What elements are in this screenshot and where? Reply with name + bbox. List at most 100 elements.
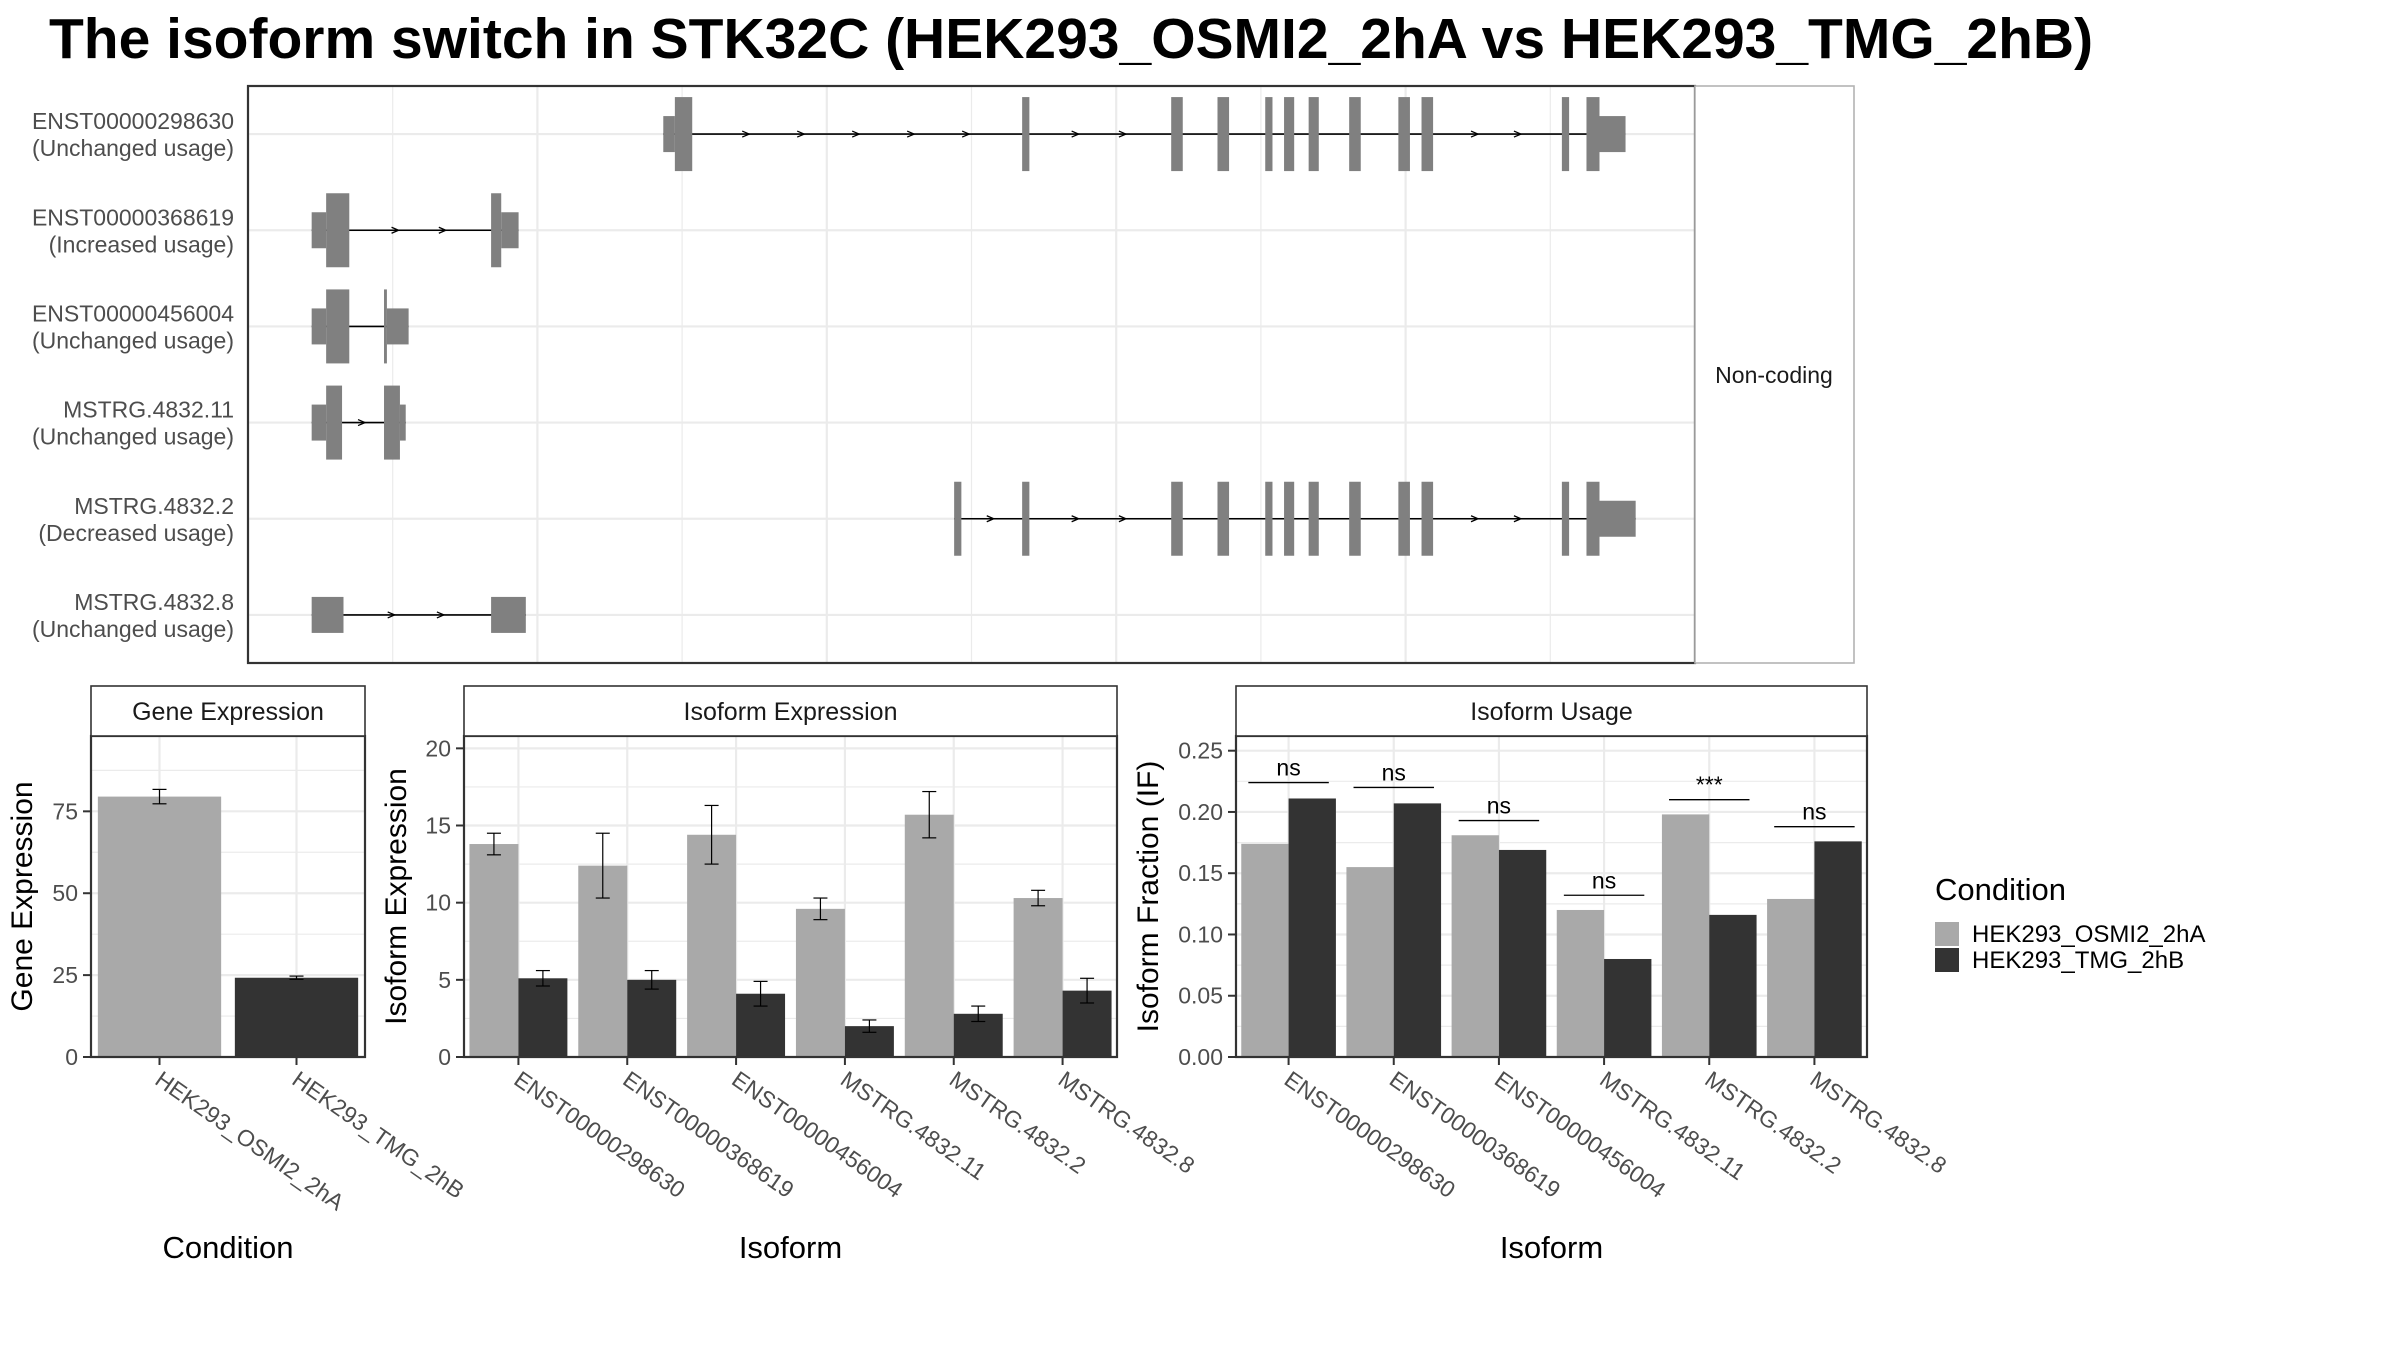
facet-strip (1694, 85, 1855, 664)
transcript-status-label: (Unchanged usage) (32, 424, 234, 450)
exon-cds (491, 193, 502, 268)
transcript-status-label: (Increased usage) (49, 231, 234, 257)
exon-cds (1421, 97, 1434, 172)
intron-arrow (1470, 130, 1480, 138)
intron-arrow (851, 130, 861, 138)
bar (1556, 909, 1605, 1057)
intron-arrow (741, 130, 751, 138)
bar (97, 796, 222, 1057)
bar (1498, 849, 1547, 1057)
isoform-expression-panel: 05101520ENST00000298630ENST00000368619EN… (380, 685, 1200, 1265)
exon-utr (501, 212, 519, 249)
bar (1451, 835, 1499, 1057)
panel-title: Isoform Expression (684, 698, 898, 726)
exon-cds (1022, 97, 1030, 172)
transcript-id-label: MSTRG.4832.11 (63, 397, 234, 423)
legend-key (1935, 922, 1959, 946)
bar (1393, 803, 1442, 1057)
exon-cds (1284, 97, 1295, 172)
plot-area (464, 736, 1117, 1057)
bar (904, 814, 954, 1057)
exon-cds (326, 289, 350, 364)
x-tick-label: ENST00000368619 (1385, 1066, 1565, 1203)
intron-arrow (1470, 515, 1480, 523)
facet-strip-label: Non-coding (1715, 362, 1833, 388)
exon-cds (1217, 97, 1230, 172)
y-tick-label: 75 (52, 798, 78, 824)
intron-arrow (1118, 515, 1128, 523)
bar (1241, 843, 1289, 1057)
exon-cds (1561, 97, 1570, 172)
y-tick-label: 5 (438, 967, 451, 993)
intron-arrow (986, 515, 996, 523)
exon-utr (311, 596, 344, 633)
bar (1814, 841, 1862, 1057)
y-tick-label: 0.10 (1178, 921, 1223, 947)
significance-label: ns (1487, 793, 1511, 819)
intron-arrow (1071, 130, 1081, 138)
exon-cds (326, 385, 343, 460)
bar (1661, 814, 1710, 1057)
panel-title: Isoform Usage (1470, 698, 1633, 726)
exon-cds (326, 193, 350, 268)
exon-cds (1265, 97, 1273, 172)
transcript-id-label: ENST00000456004 (32, 300, 234, 326)
intron-arrow (961, 130, 971, 138)
intron-arrow (357, 418, 367, 427)
transcript-id-label: ENST00000368619 (32, 204, 234, 230)
panel-strip (90, 685, 366, 737)
y-tick-label: 10 (425, 890, 451, 916)
transcript-id-label: MSTRG.4832.8 (74, 589, 234, 615)
bar (1604, 958, 1652, 1057)
intron-arrow (1513, 130, 1523, 138)
exon-utr (311, 404, 327, 441)
legend-title: Condition (1935, 872, 2066, 907)
transcript-structure-panel: ENST00000298630(Unchanged usage)ENST0000… (32, 84, 1855, 665)
plot-area (1236, 736, 1867, 1057)
y-tick-label: 20 (425, 735, 451, 761)
y-tick-label: 25 (52, 962, 78, 988)
legend-item-label: HEK293_OSMI2_2hA (1972, 921, 2205, 948)
exon-cds (1171, 97, 1183, 172)
intron-arrow (438, 226, 448, 234)
exon-cds (1171, 481, 1183, 556)
exon-utr (491, 596, 526, 633)
bar (1288, 798, 1336, 1057)
exon-utr (399, 404, 406, 441)
exon-cds (1265, 481, 1273, 556)
transcript-id-label: ENST00000298630 (32, 108, 234, 134)
y-axis-label: Isoform Expression (380, 768, 413, 1025)
exon-cds (1398, 97, 1410, 172)
bar (1709, 914, 1757, 1057)
intron-arrow (391, 226, 401, 234)
exon-cds (1349, 481, 1361, 556)
transcript-status-label: (Unchanged usage) (32, 327, 234, 353)
y-tick-label: 15 (425, 813, 451, 839)
y-tick-label: 0.25 (1178, 738, 1223, 764)
intron-arrow (1513, 515, 1523, 523)
bar (1346, 867, 1394, 1057)
bar (469, 844, 519, 1057)
y-tick-label: 0.05 (1178, 983, 1223, 1009)
y-axis-label: Isoform Fraction (IF) (1132, 761, 1165, 1033)
transcript-status-label: (Unchanged usage) (32, 135, 234, 161)
bar (518, 978, 568, 1057)
x-tick-label: ENST00000456004 (1490, 1066, 1671, 1203)
figure-title: The isoform switch in STK32C (HEK293_OSM… (49, 7, 2093, 71)
x-axis-label: Isoform (1500, 1230, 1603, 1265)
y-tick-label: 50 (52, 880, 78, 906)
y-tick-label: 0 (438, 1044, 451, 1070)
y-tick-label: 0 (65, 1044, 78, 1070)
exon-utr (311, 212, 327, 249)
exon-cds (1421, 481, 1434, 556)
y-tick-label: 0.20 (1178, 799, 1223, 825)
exon-utr (1599, 500, 1636, 537)
exon-cds (384, 289, 387, 364)
panel-title: Gene Expression (132, 698, 324, 726)
panel-strip (1235, 685, 1868, 737)
exon-cds (1284, 481, 1295, 556)
exon-cds (384, 385, 400, 460)
exon-cds (954, 481, 962, 556)
